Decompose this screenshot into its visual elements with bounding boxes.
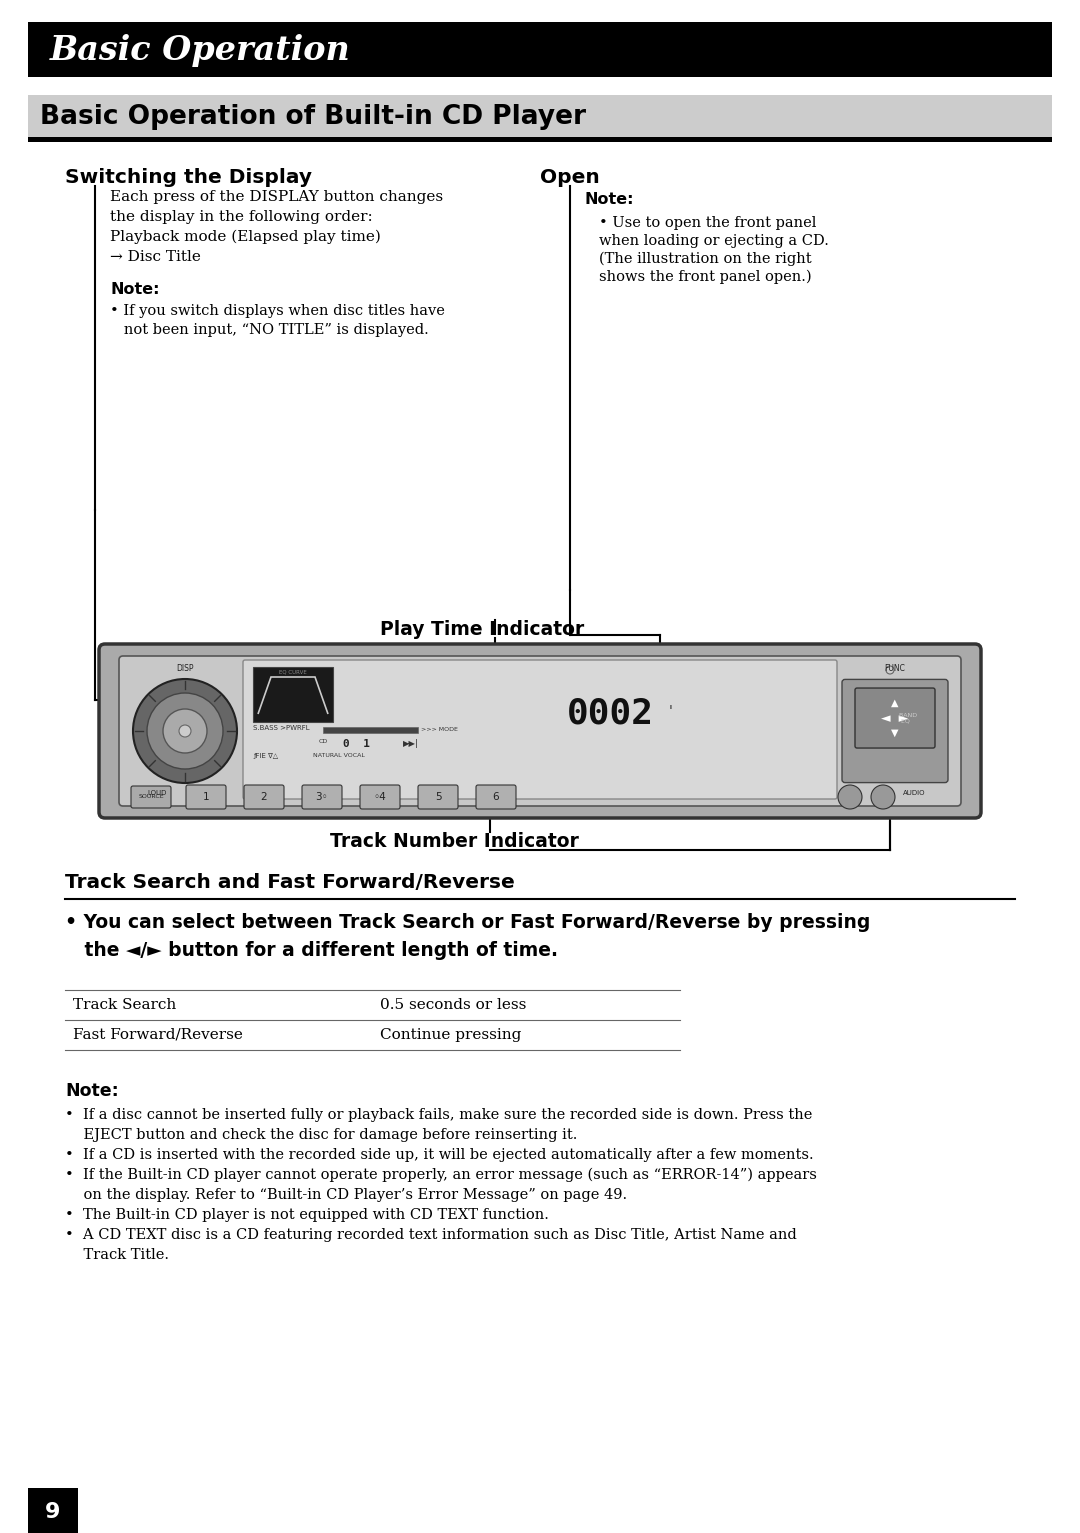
Text: AUDIO: AUDIO	[903, 789, 924, 796]
Text: 6: 6	[492, 793, 499, 802]
FancyBboxPatch shape	[855, 688, 935, 748]
FancyBboxPatch shape	[842, 679, 948, 783]
FancyBboxPatch shape	[243, 661, 837, 799]
Circle shape	[838, 785, 862, 809]
Bar	[253, 667, 333, 722]
Bar	[28, 1489, 78, 1533]
Text: EJECT button and check the disc for damage before reinserting it.: EJECT button and check the disc for dama…	[65, 1128, 578, 1142]
Text: 2: 2	[260, 793, 268, 802]
Text: •  If a CD is inserted with the recorded side up, it will be ejected automatical: • If a CD is inserted with the recorded …	[65, 1148, 813, 1162]
Text: Play Time Indicator: Play Time Indicator	[380, 619, 584, 639]
Text: ▼: ▼	[891, 728, 899, 737]
Text: Track Number Indicator: Track Number Indicator	[330, 832, 579, 851]
Text: •  The Built-in CD player is not equipped with CD TEXT function.: • The Built-in CD player is not equipped…	[65, 1208, 549, 1222]
FancyBboxPatch shape	[186, 785, 226, 809]
Text: when loading or ejecting a CD.: when loading or ejecting a CD.	[599, 235, 828, 248]
Text: Track Search: Track Search	[73, 998, 176, 1012]
Text: not been input, “NO TITLE” is displayed.: not been input, “NO TITLE” is displayed.	[110, 323, 429, 337]
Text: ◄  ►: ◄ ►	[881, 711, 908, 725]
Text: 5: 5	[434, 793, 442, 802]
Text: ◦4: ◦4	[374, 793, 387, 802]
Text: LOUD: LOUD	[147, 789, 166, 796]
Bar	[323, 727, 418, 733]
Circle shape	[147, 693, 222, 770]
FancyBboxPatch shape	[302, 785, 342, 809]
Text: • If you switch displays when disc titles have: • If you switch displays when disc title…	[110, 304, 445, 317]
FancyBboxPatch shape	[99, 644, 981, 819]
Text: DISP: DISP	[176, 664, 193, 673]
Text: Note:: Note:	[65, 1082, 119, 1101]
Text: • You can select between Track Search or Fast Forward/Reverse by pressing: • You can select between Track Search or…	[65, 914, 870, 932]
FancyBboxPatch shape	[131, 786, 171, 808]
Text: CD: CD	[319, 739, 327, 744]
Text: → Disc Title: → Disc Title	[110, 250, 201, 264]
Text: Open: Open	[540, 169, 599, 187]
Text: FUNC: FUNC	[885, 664, 905, 673]
Text: S.BASS >PWRFL: S.BASS >PWRFL	[253, 725, 310, 731]
Text: Basic Operation: Basic Operation	[50, 34, 351, 67]
FancyBboxPatch shape	[119, 656, 961, 806]
Text: •  If a disc cannot be inserted fully or playback fails, make sure the recorded : • If a disc cannot be inserted fully or …	[65, 1108, 812, 1122]
Text: (The illustration on the right: (The illustration on the right	[599, 251, 812, 267]
Text: the display in the following order:: the display in the following order:	[110, 210, 373, 224]
Text: 9: 9	[45, 1501, 60, 1521]
Text: 0.5 seconds or less: 0.5 seconds or less	[380, 998, 526, 1012]
Text: EQ CURVE: EQ CURVE	[279, 668, 307, 675]
Text: BAND
   EQ: BAND EQ	[895, 713, 917, 724]
Text: Playback mode (Elapsed play time): Playback mode (Elapsed play time)	[110, 230, 381, 244]
Text: •  A CD TEXT disc is a CD featuring recorded text information such as Disc Title: • A CD TEXT disc is a CD featuring recor…	[65, 1228, 797, 1242]
Text: Fast Forward/Reverse: Fast Forward/Reverse	[73, 1029, 243, 1042]
Text: shows the front panel open.): shows the front panel open.)	[599, 270, 812, 285]
Text: Switching the Display: Switching the Display	[65, 169, 312, 187]
Bar	[28, 95, 1052, 136]
Circle shape	[133, 679, 237, 783]
FancyBboxPatch shape	[360, 785, 400, 809]
Text: 1: 1	[203, 793, 210, 802]
Text: • Use to open the front panel: • Use to open the front panel	[599, 216, 816, 230]
Text: 0  1: 0 1	[343, 739, 370, 750]
Text: Continue pressing: Continue pressing	[380, 1029, 522, 1042]
Circle shape	[163, 708, 207, 753]
Text: Note:: Note:	[585, 192, 635, 207]
FancyBboxPatch shape	[418, 785, 458, 809]
Bar	[28, 136, 1052, 143]
FancyBboxPatch shape	[244, 785, 284, 809]
Text: the ◄/► button for a different length of time.: the ◄/► button for a different length of…	[65, 941, 558, 960]
Circle shape	[179, 725, 191, 737]
Text: ▲: ▲	[891, 698, 899, 708]
Text: Each press of the DISPLAY button changes: Each press of the DISPLAY button changes	[110, 190, 443, 204]
Text: 3◦: 3◦	[315, 793, 328, 802]
Text: ƒFIE ∇△: ƒFIE ∇△	[253, 753, 279, 759]
Text: Basic Operation of Built-in CD Player: Basic Operation of Built-in CD Player	[40, 104, 586, 130]
Circle shape	[870, 785, 895, 809]
Text: Note:: Note:	[110, 282, 160, 297]
Text: Track Search and Fast Forward/Reverse: Track Search and Fast Forward/Reverse	[65, 872, 515, 892]
Bar	[28, 21, 1052, 77]
Text: >>> MODE: >>> MODE	[421, 727, 458, 731]
Text: Track Title.: Track Title.	[65, 1248, 168, 1262]
Text: 0002: 0002	[567, 696, 654, 730]
Text: on the display. Refer to “Built-in CD Player’s Error Message” on page 49.: on the display. Refer to “Built-in CD Pl…	[65, 1188, 627, 1202]
Text: •  If the Built-in CD player cannot operate properly, an error message (such as : • If the Built-in CD player cannot opera…	[65, 1168, 816, 1182]
Text: ': '	[669, 705, 673, 719]
Text: ▶▶|: ▶▶|	[403, 739, 419, 748]
Circle shape	[886, 665, 894, 675]
FancyBboxPatch shape	[476, 785, 516, 809]
Text: NATURAL VOCAL: NATURAL VOCAL	[313, 753, 365, 757]
Text: SOURCE: SOURCE	[138, 794, 164, 800]
